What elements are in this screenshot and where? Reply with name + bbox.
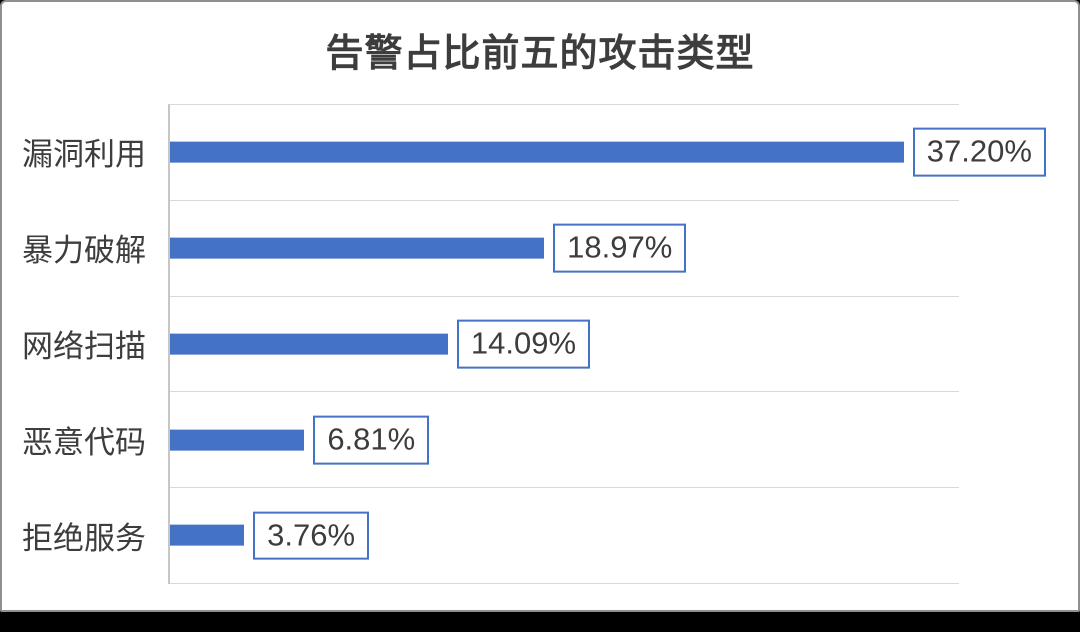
bar-line: 3.76% [170, 511, 959, 560]
category-row: 18.97% [170, 201, 959, 297]
category-row: 14.09% [170, 297, 959, 393]
bottom-black-band [0, 612, 1080, 632]
category-row: 3.76% [170, 488, 959, 584]
category-label: 漏洞利用 [22, 137, 146, 173]
category-label: 恶意代码 [22, 424, 146, 460]
chart-card [0, 0, 1080, 612]
bar [170, 333, 448, 355]
bar [170, 141, 904, 163]
value-label-box: 18.97% [553, 223, 687, 273]
bar-line: 14.09% [170, 319, 959, 369]
bar [170, 237, 545, 259]
value-label-box: 14.09% [456, 319, 591, 369]
category-row: 37.20% [170, 105, 1046, 201]
plot-area: 37.20% 18.97% 14.09% 6.81% 3.76% [168, 104, 1046, 584]
value-label-box: 3.76% [253, 511, 370, 560]
bar [170, 429, 305, 451]
bar-line: 6.81% [170, 415, 959, 465]
bar [170, 525, 245, 547]
category-axis: 漏洞利用暴力破解网络扫描恶意代码拒绝服务 [0, 104, 168, 583]
value-label-box: 37.20% [912, 128, 1046, 177]
bar-line: 37.20% [170, 128, 1046, 177]
category-label: 拒绝服务 [22, 520, 146, 556]
value-label-box: 6.81% [313, 415, 430, 465]
category-label: 网络扫描 [22, 328, 146, 364]
chart-title: 告警占比前五的攻击类型 [325, 33, 755, 75]
bar-line: 18.97% [170, 223, 959, 273]
category-label: 暴力破解 [22, 233, 146, 269]
category-row: 6.81% [170, 392, 959, 489]
